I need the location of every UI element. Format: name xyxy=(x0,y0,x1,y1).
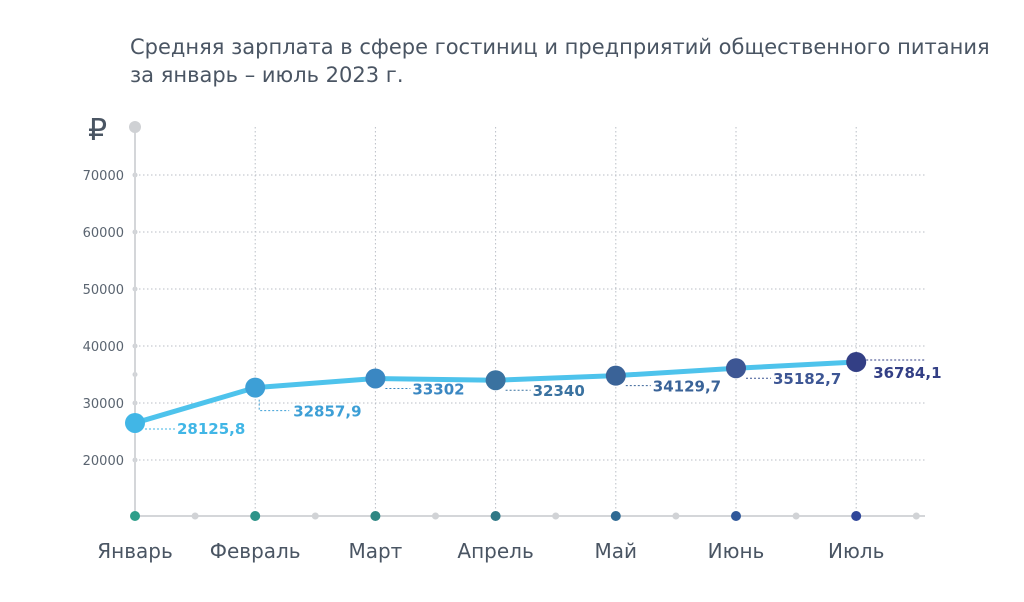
data-point-0 xyxy=(125,412,145,433)
y-tick-label-1: 30000 xyxy=(83,397,124,412)
x-tick-label-3: Апрель xyxy=(457,539,533,563)
grid xyxy=(135,127,925,516)
x-tick-label-5: Июнь xyxy=(708,539,765,563)
chart-title-line-2: за январь – июль 2023 г. xyxy=(130,63,404,87)
chart-title-line-1: Средняя зарплата в сфере гостиниц и пред… xyxy=(130,35,990,59)
data-point-3 xyxy=(485,370,506,391)
data-label-4: 34129,7 xyxy=(653,378,721,396)
y-axis-top-dot xyxy=(129,121,141,133)
data-label-2: 33302 xyxy=(412,380,464,398)
x-axis-mid-dot-2 xyxy=(432,512,439,520)
data-label-5: 35182,7 xyxy=(773,370,841,388)
x-tick-label-6: Июль xyxy=(828,539,884,563)
x-axis-mid-dot-1 xyxy=(311,512,319,520)
x-axis-mid-dot-5 xyxy=(792,512,800,520)
x-tick-label-0: Январь xyxy=(97,539,173,563)
data-label-1: 32857,9 xyxy=(293,403,361,421)
x-axis-mid-dot-end xyxy=(912,512,920,520)
x-axis-month-dot-4 xyxy=(610,511,621,521)
data-label-3: 32340 xyxy=(533,382,585,400)
y-axis-ticks: 20000 30000 40000 50000 60000 70000 xyxy=(83,169,124,469)
axes xyxy=(129,121,925,521)
data-label-0: 28125,8 xyxy=(177,420,245,438)
x-axis-month-dot-3 xyxy=(490,511,501,521)
x-axis-month-dot-6 xyxy=(851,511,862,521)
x-tick-label-1: Февраль xyxy=(210,539,301,563)
x-tick-label-4: Май xyxy=(595,539,638,563)
data-label-6: 36784,1 xyxy=(873,364,941,382)
data-labels: 28125,8 32857,9 33302 32340 34129,7 35182,7 36… xyxy=(145,359,942,438)
x-axis-month-dot-2 xyxy=(370,511,381,521)
y-tick-label-0: 20000 xyxy=(83,454,124,469)
y-tick-label-2: 40000 xyxy=(83,340,124,355)
x-tick-label-2: Март xyxy=(348,539,402,563)
data-point-4 xyxy=(605,365,626,386)
y-axis-currency-label: ₽ xyxy=(88,113,107,148)
data-point-5 xyxy=(726,358,746,379)
data-point-2 xyxy=(365,368,386,389)
chart-title: Средняя зарплата в сфере гостиниц и пред… xyxy=(130,35,990,87)
data-point-1 xyxy=(245,377,266,398)
data-point-6 xyxy=(846,351,867,372)
x-axis-mid-dot-4 xyxy=(672,512,680,520)
x-axis-month-dot-5 xyxy=(731,511,741,521)
x-axis-mid-dot-3 xyxy=(552,512,560,520)
x-axis-mid-dot-0 xyxy=(191,512,199,520)
x-axis-ticks: Январь Февраль Март Апрель Май Июнь Июль xyxy=(97,539,884,563)
y-tick-label-5: 70000 xyxy=(83,169,124,184)
x-axis-month-dot-0 xyxy=(130,511,140,521)
y-tick-label-4: 60000 xyxy=(83,226,124,241)
leader-line-1 xyxy=(258,399,290,412)
x-axis-month-dot-1 xyxy=(250,511,261,521)
y-tick-label-3: 50000 xyxy=(83,283,124,298)
salary-series xyxy=(125,351,867,433)
